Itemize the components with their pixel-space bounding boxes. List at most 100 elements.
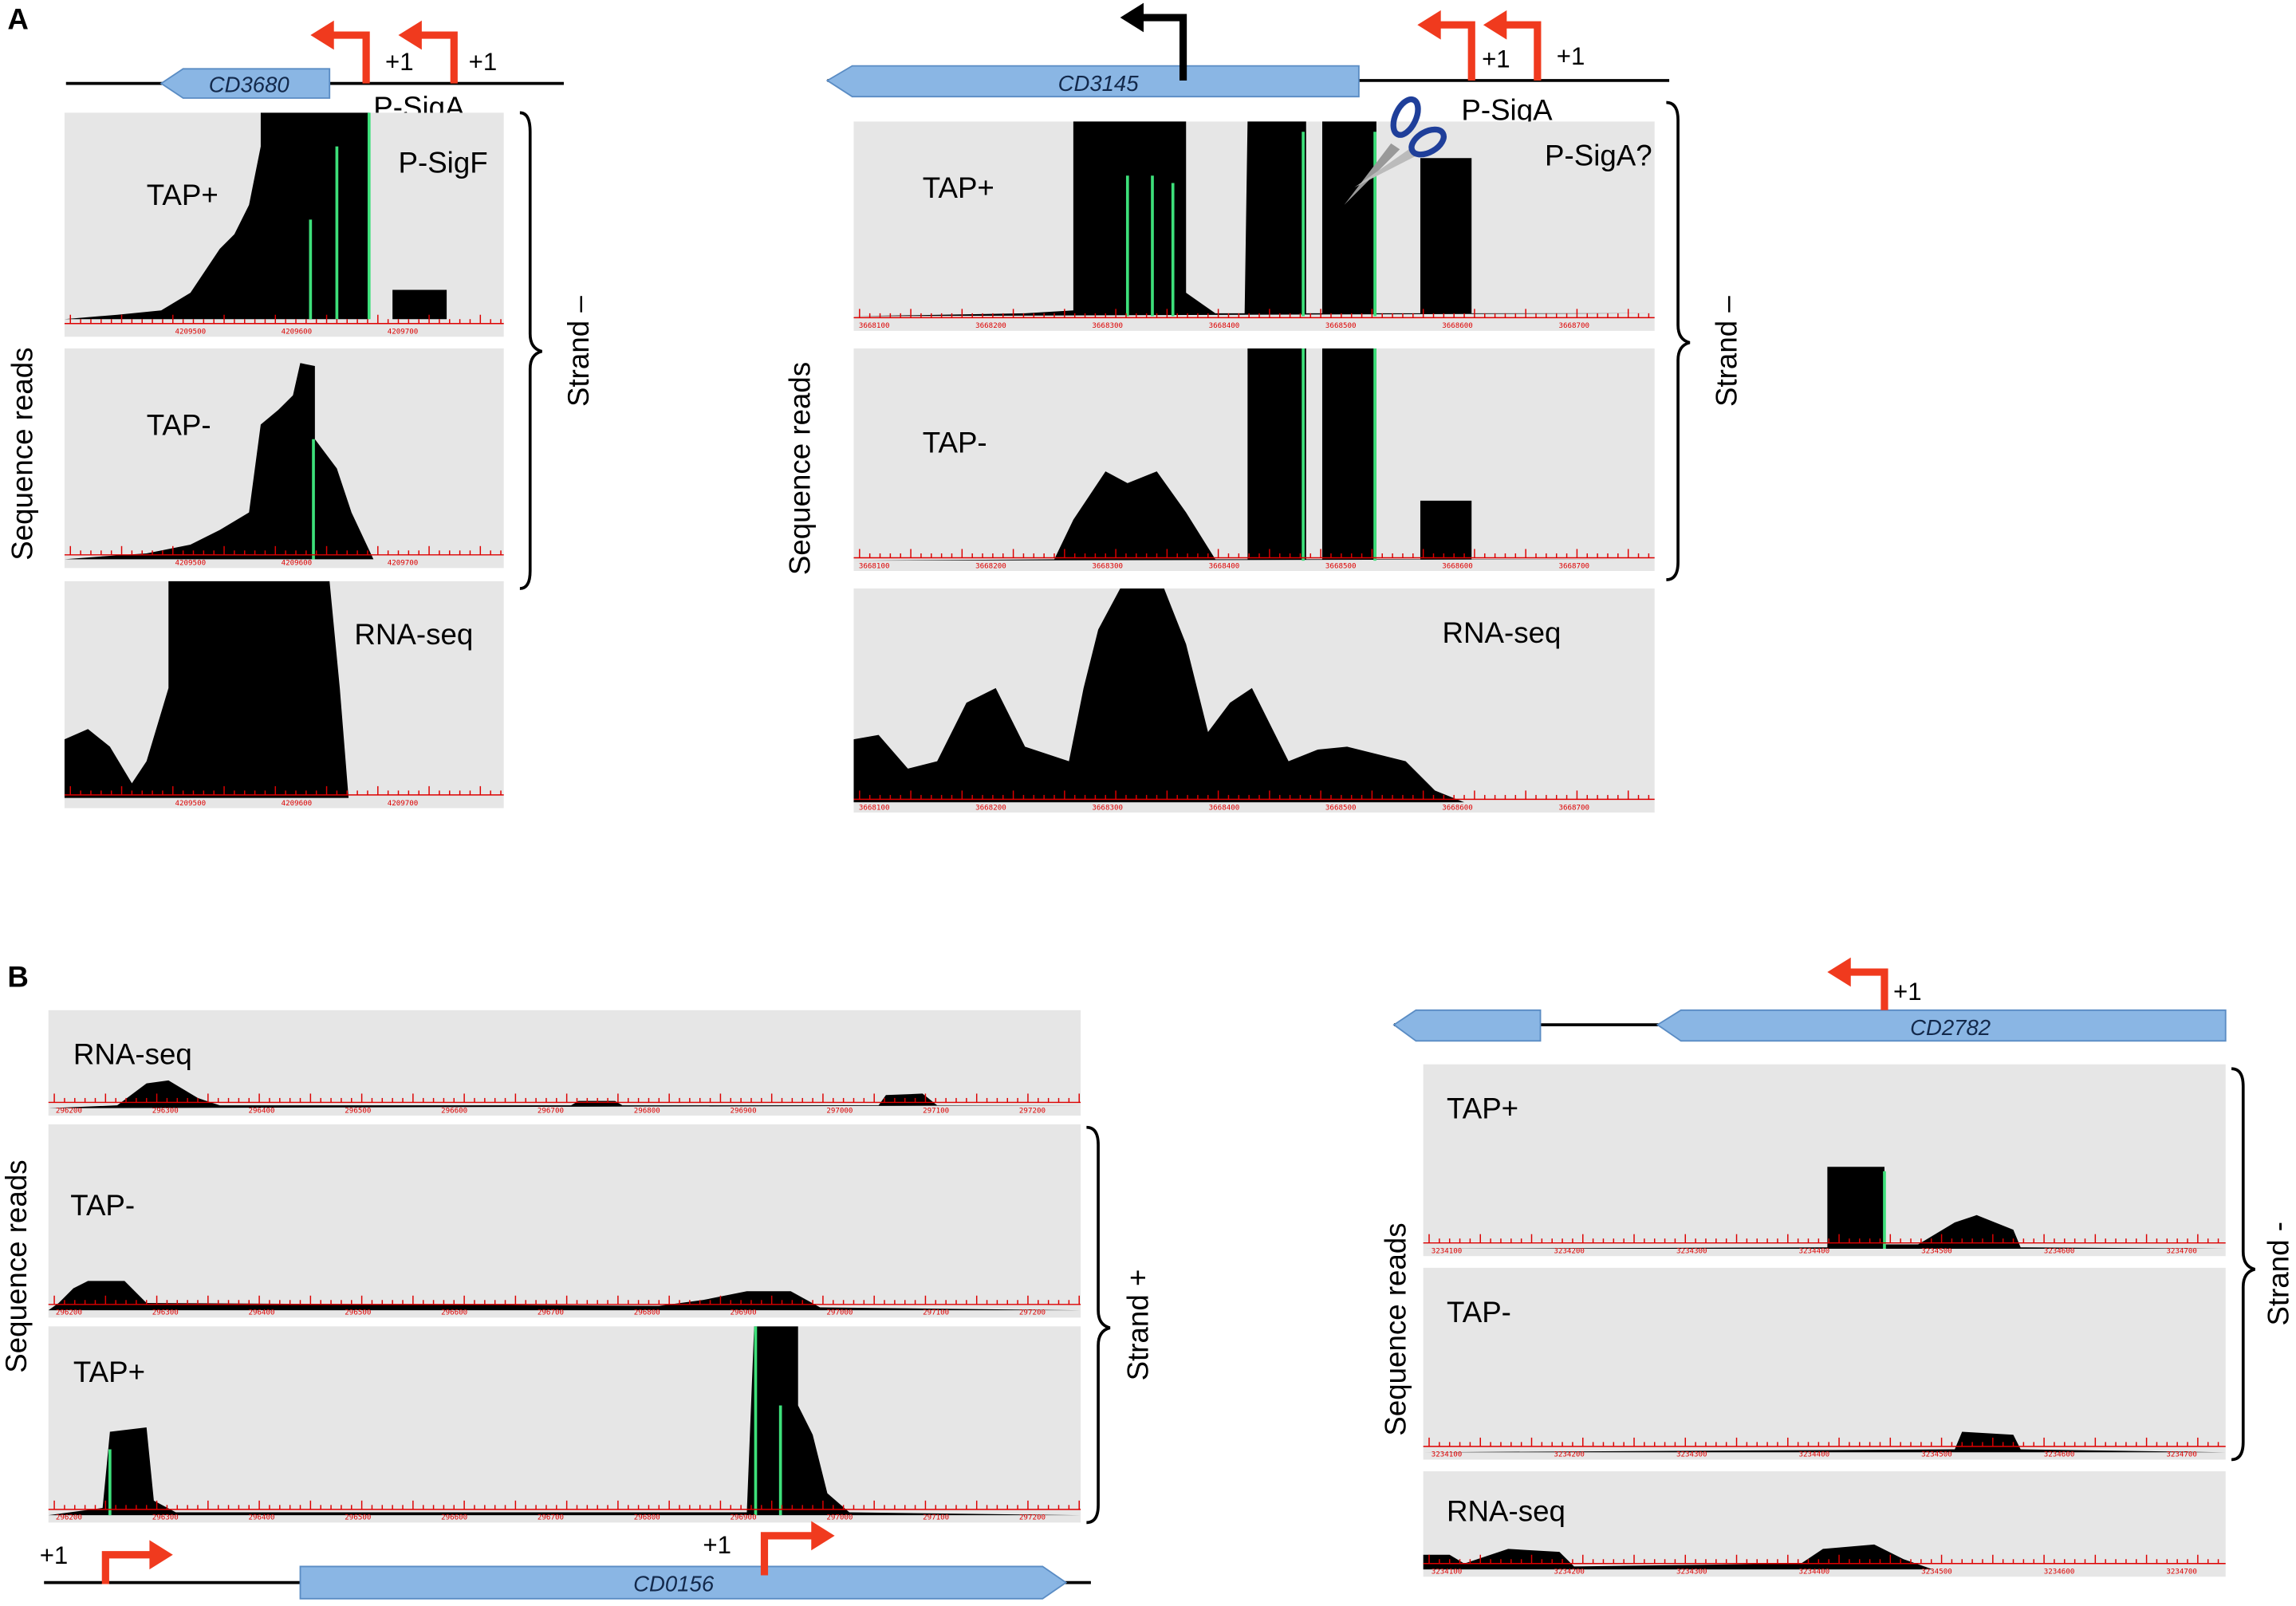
start-site: +1 [1482,45,1510,73]
coordinate-label: 3234300 [1676,1247,1707,1256]
coordinate-label: 297100 [923,1106,949,1115]
gene-arrow [825,65,1360,98]
scissors-icon [1344,96,1447,206]
track-label: TAP+ [1447,1092,1518,1125]
coordinate-label: 296800 [634,1106,660,1115]
track-label: RNA-seq [1447,1495,1565,1528]
coordinate-label: 3234500 [1921,1247,1952,1256]
coordinate-label: 4209500 [175,328,207,337]
coordinate-label: 296500 [345,1513,371,1522]
coordinate-label: 297100 [923,1309,949,1317]
coordinate-label: 297200 [1019,1513,1046,1522]
coordinate-label: 3668200 [975,561,1006,570]
strand-label: Strand – [562,296,595,407]
coverage [853,121,1655,317]
coverage [1423,1544,2226,1570]
coordinate-label: 296300 [152,1106,179,1115]
coordinate-label: 3234100 [1432,1451,1463,1459]
track-label: TAP- [923,426,987,459]
coordinate-label: 3234600 [2044,1568,2075,1576]
gene-arrow [1392,1009,1542,1042]
start-site: +1 [703,1531,731,1559]
coverage [48,1326,1081,1516]
coordinate-label: 3234700 [2166,1247,2197,1256]
y-label: Sequence reads [1380,1222,1412,1435]
bracket [519,111,542,590]
gene-arrow [1656,1009,2227,1042]
promoter-arrowhead [1483,10,1507,40]
gene-arrow [159,68,331,99]
coordinate-label: 296200 [56,1106,82,1115]
promoter-arrowhead [398,20,422,50]
coordinate-label: 3234200 [1554,1451,1585,1459]
promoter-arrowhead [1417,10,1441,40]
coordinate-label: 4209600 [282,799,313,808]
coordinate-label: 3234500 [1921,1568,1952,1576]
coordinate-label: 3234200 [1554,1247,1585,1256]
coordinate-label: 3234600 [2044,1247,2075,1256]
coordinate-label: 3668600 [1442,561,1473,570]
track-label: TAP+ [923,171,994,204]
promoter-arrow [1845,968,1888,1010]
promoter-arrowhead [1827,957,1851,987]
coordinate-label: 297000 [826,1309,853,1317]
coverage [853,588,1655,803]
coordinate-label: 3668700 [1558,561,1589,570]
coverage [64,581,504,798]
track-label: TAP- [70,1189,135,1222]
coordinate-label: 3234400 [1799,1451,1830,1459]
y-label: Sequence reads [783,362,816,575]
coordinate-label: 3668100 [859,561,890,570]
coverage [64,112,504,320]
coordinate-label: 296500 [345,1106,371,1115]
promoter-arrow [415,31,458,84]
coordinate-label: 296400 [248,1309,274,1317]
coverage [48,1080,1081,1108]
coordinate-label: 3668600 [1442,321,1473,330]
promoter-arrowhead [811,1521,835,1551]
track [48,1124,1081,1318]
coordinate-label: 297200 [1019,1309,1046,1317]
coordinate-label: 296200 [56,1309,82,1317]
gene-name: CD2782 [1910,1015,1991,1040]
coordinate-label: 296300 [152,1513,179,1522]
coordinate-label: 3234100 [1432,1247,1463,1256]
coordinate-label: 296700 [538,1106,564,1115]
coverage [853,348,1655,561]
gene-name: CD0156 [633,1572,715,1596]
track-label: TAP+ [147,179,219,211]
coordinate-label: 4209600 [282,328,313,337]
promoter: P-SigF [399,147,488,179]
coordinate-label: 296700 [538,1513,564,1522]
coordinate-label: 4209500 [175,559,207,568]
coordinate-label: 296800 [634,1513,660,1522]
gene-name: CD3680 [209,73,290,97]
coordinate-label: 3668200 [975,803,1006,812]
track-label: TAP- [147,408,211,441]
coordinate-label: 296600 [441,1513,467,1522]
promoter-arrow [328,31,370,84]
coordinate-label: 3668400 [1209,561,1240,570]
coordinate-label: 3668700 [1558,321,1589,330]
track-label: RNA-seq [73,1038,192,1071]
gene-name: CD3145 [1058,71,1140,96]
coordinate-label: 3234300 [1676,1451,1707,1459]
coordinate-label: 3234200 [1554,1568,1585,1576]
gene-arrow [299,1565,1068,1600]
strand-label: Strand + [1122,1269,1155,1381]
promoter-arrow [760,1532,817,1576]
coordinate-label: 296600 [441,1309,467,1317]
track-label: TAP- [1447,1296,1511,1328]
coordinate-label: 296300 [152,1309,179,1317]
promoter-arrow [1500,21,1542,81]
coordinate-label: 3668300 [1092,321,1123,330]
coordinate-label: 3234400 [1799,1568,1830,1576]
coordinate-label: 296900 [731,1106,757,1115]
promoter-arrow [1137,14,1187,81]
coordinate-label: 3668500 [1325,803,1357,812]
coordinate-label: 297000 [826,1106,853,1115]
panel-label: A [7,3,29,36]
track [48,1326,1081,1523]
coordinate-label: 3234100 [1432,1568,1463,1576]
